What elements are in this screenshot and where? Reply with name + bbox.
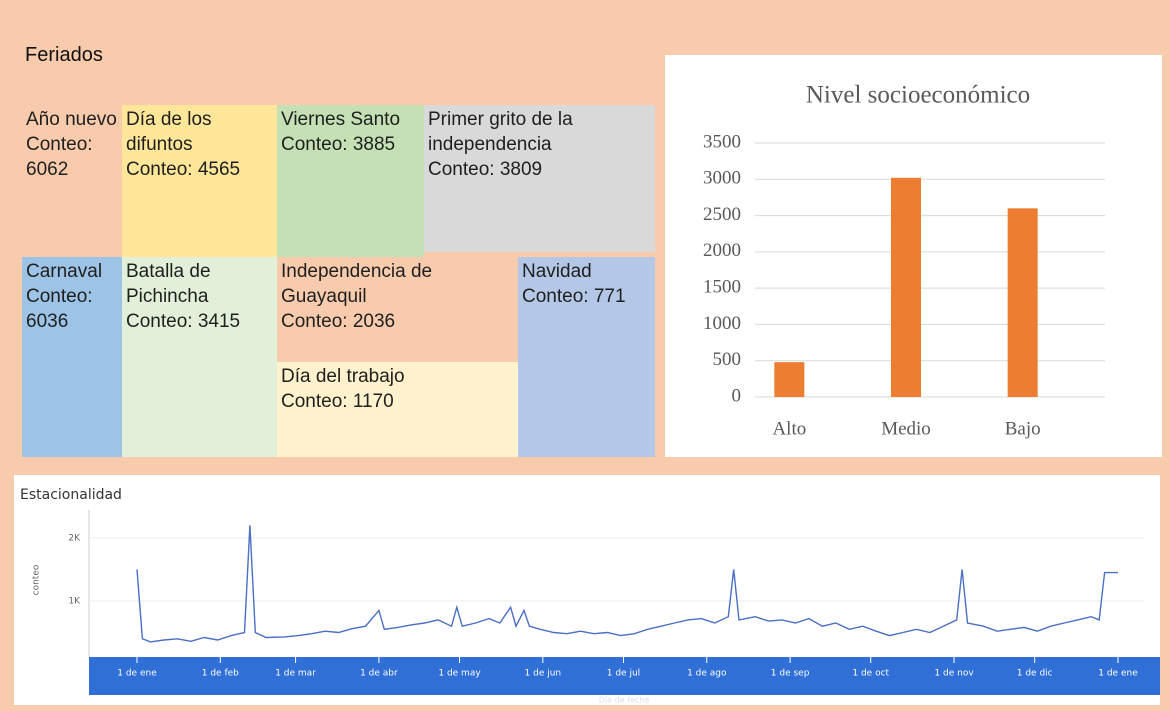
- x-tick-label: Alto: [772, 418, 806, 439]
- cell-label: Año nuevo: [26, 109, 117, 130]
- cell-label: Viernes Santo: [281, 109, 401, 130]
- cell-value: Conteo: 6036: [26, 286, 93, 332]
- x-tick-label: 1 de abr: [360, 669, 398, 679]
- cell-label: Día de los difuntos: [126, 109, 212, 155]
- treemap-cell: Independencia de Guayaquil Conteo: 2036: [277, 257, 518, 362]
- x-tick-label: 1 de ene: [1098, 669, 1138, 679]
- x-tick-label: 1 de may: [438, 669, 481, 679]
- x-tick-label: 1 de sep: [771, 669, 810, 679]
- x-tick-label: Medio: [881, 418, 931, 439]
- x-tick-label: 1 de ene: [117, 669, 157, 679]
- cell-value: Conteo: 3415: [126, 311, 241, 332]
- x-tick-label: 1 de feb: [202, 669, 239, 679]
- bar: [1007, 208, 1038, 397]
- cell-label: Navidad: [522, 261, 592, 282]
- x-tick-label: 1 de dic: [1017, 669, 1053, 679]
- treemap-cell: Carnaval Conteo: 6036: [22, 257, 122, 457]
- y-tick-label: 1500: [703, 277, 741, 298]
- x-axis-band: [89, 657, 1160, 695]
- treemap-cell: Viernes Santo Conteo: 3885: [277, 105, 424, 257]
- y-tick-label: 0: [732, 385, 742, 406]
- y-tick-label: 1000: [703, 313, 741, 334]
- y-tick-label: 3500: [703, 131, 741, 152]
- y-tick-label: 3000: [703, 168, 741, 189]
- y-tick-label: 2K: [68, 533, 81, 543]
- cell-label: Batalla de Pichincha: [126, 261, 211, 307]
- treemap-cell: Navidad Conteo: 771: [518, 257, 655, 457]
- x-tick-label: 1 de jul: [607, 669, 640, 679]
- treemap-cell: Año nuevo Conteo: 6062: [22, 105, 122, 257]
- x-tick-label: 1 de jun: [525, 669, 562, 679]
- cell-value: Conteo: 6062: [26, 134, 93, 180]
- line-chart: Estacionalidad conteo Día de fecha 1K 2K 1…: [20, 487, 1160, 705]
- y-tick-label: 2000: [703, 240, 741, 261]
- treemap-cell: Primer grito de la independencia Conteo: …: [424, 105, 655, 252]
- x-tick-label: 1 de oct: [852, 669, 889, 679]
- y-tick-label: 2500: [703, 204, 741, 225]
- cell-label: Independencia de Guayaquil: [281, 261, 433, 307]
- cell-value: Conteo: 3809: [428, 159, 543, 180]
- y-axis-label: conteo: [32, 564, 42, 595]
- x-tick-label: 1 de nov: [934, 669, 974, 679]
- bar: [891, 177, 921, 397]
- cell-value: Conteo: 1170: [281, 391, 394, 412]
- cell-value: Conteo: 4565: [126, 159, 241, 180]
- y-tick-label: 500: [713, 349, 742, 370]
- bar: [774, 362, 805, 397]
- treemap-cell: Día del trabajo Conteo: 1170: [277, 362, 518, 457]
- x-tick-label: Bajo: [1005, 418, 1041, 439]
- x-tick-label: 1 de ago: [687, 669, 727, 679]
- bar-chart: Nivel socioeconómico 0 500 1000 1500 2000 250…: [703, 82, 1105, 439]
- cell-label: Carnaval: [26, 261, 103, 282]
- cell-label: Día del trabajo: [281, 366, 405, 387]
- x-axis-label: Día de fecha: [599, 696, 650, 705]
- treemap-title: Feriados: [25, 44, 103, 66]
- chart-title: Estacionalidad: [20, 487, 122, 503]
- line-series: [136, 525, 1118, 643]
- treemap-cell: Día de los difuntos Conteo: 4565: [122, 105, 277, 257]
- cell-value: Conteo: 771: [522, 286, 626, 307]
- chart-title: Nivel socioeconómico: [806, 82, 1030, 109]
- cell-value: Conteo: 3885: [281, 134, 396, 155]
- x-tick-label: 1 de mar: [275, 669, 316, 679]
- y-tick-label: 1K: [68, 596, 81, 606]
- cell-value: Conteo: 2036: [281, 311, 396, 332]
- treemap-cell: Batalla de Pichincha Conteo: 3415: [122, 257, 277, 457]
- cell-label: Primer grito de la independencia: [428, 109, 573, 155]
